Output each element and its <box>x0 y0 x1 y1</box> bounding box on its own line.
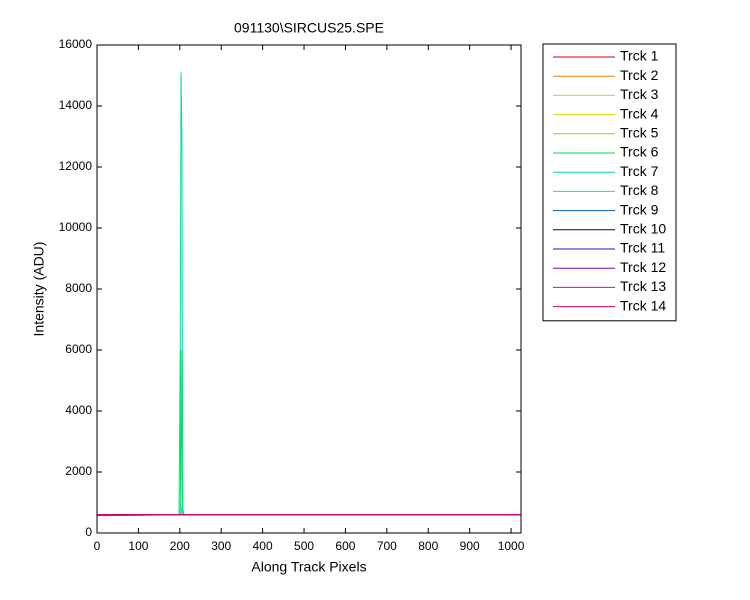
legend-label: Trck 3 <box>620 86 659 102</box>
legend-label: Trck 12 <box>620 259 666 275</box>
x-tick-label: 500 <box>294 539 314 553</box>
y-tick-label: 12000 <box>59 159 93 173</box>
legend-label: Trck 11 <box>620 240 665 256</box>
x-tick-label: 800 <box>418 539 438 553</box>
x-tick-label: 200 <box>170 539 190 553</box>
x-tick-label: 300 <box>211 539 231 553</box>
x-axis-label: Along Track Pixels <box>251 559 366 575</box>
legend-label: Trck 4 <box>620 105 659 121</box>
x-tick-label: 400 <box>253 539 273 553</box>
y-tick-label: 4000 <box>65 403 92 417</box>
legend-box <box>542 43 677 322</box>
x-tick-label: 0 <box>94 539 101 553</box>
x-tick-label: 100 <box>128 539 148 553</box>
legend-label: Trck 8 <box>620 182 659 198</box>
y-tick-label: 2000 <box>65 464 92 478</box>
legend-label: Trck 7 <box>620 163 659 179</box>
legend-label: Trck 1 <box>620 48 659 64</box>
legend-label: Trck 5 <box>620 125 659 141</box>
plot-area <box>97 45 521 533</box>
x-tick-label: 900 <box>460 539 480 553</box>
legend-label: Trck 6 <box>620 144 659 160</box>
legend-label: Trck 2 <box>620 67 659 83</box>
y-tick-label: 10000 <box>59 220 93 234</box>
y-tick-label: 16000 <box>59 37 93 51</box>
y-tick-label: 8000 <box>65 281 92 295</box>
legend-label: Trck 9 <box>620 201 659 217</box>
legend-label: Trck 10 <box>620 221 666 237</box>
legend-label: Trck 14 <box>620 297 666 313</box>
x-tick-label: 1000 <box>498 539 525 553</box>
legend-label: Trck 13 <box>620 278 666 294</box>
y-axis-label: Intensity (ADU) <box>31 242 47 337</box>
chart-title: 091130\SIRCUS25.SPE <box>234 20 384 36</box>
x-tick-label: 700 <box>377 539 397 553</box>
x-tick-label: 600 <box>335 539 355 553</box>
y-tick-label: 0 <box>85 525 92 539</box>
y-tick-label: 14000 <box>59 98 93 112</box>
y-tick-label: 6000 <box>65 342 92 356</box>
